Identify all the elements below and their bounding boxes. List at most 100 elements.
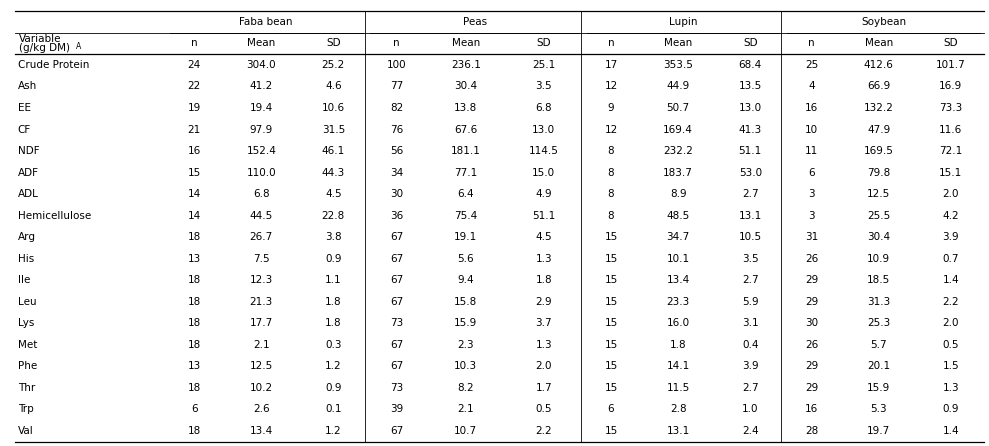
- Text: 51.1: 51.1: [739, 146, 762, 156]
- Text: 12.5: 12.5: [867, 189, 890, 199]
- Text: 10.2: 10.2: [249, 383, 273, 393]
- Text: 1.4: 1.4: [943, 426, 959, 436]
- Text: 15: 15: [604, 383, 617, 393]
- Text: 19.4: 19.4: [249, 103, 273, 113]
- Text: 10.9: 10.9: [867, 254, 890, 264]
- Text: 3.9: 3.9: [943, 232, 959, 242]
- Text: 25.3: 25.3: [867, 318, 890, 328]
- Text: 53.0: 53.0: [739, 168, 762, 178]
- Text: 3.8: 3.8: [325, 232, 341, 242]
- Text: 0.1: 0.1: [325, 404, 341, 414]
- Text: 5.6: 5.6: [458, 254, 474, 264]
- Text: 67: 67: [390, 297, 404, 307]
- Text: 11.5: 11.5: [667, 383, 689, 393]
- Text: 18: 18: [188, 383, 201, 393]
- Text: 4.5: 4.5: [325, 189, 341, 199]
- Text: 7.5: 7.5: [253, 254, 270, 264]
- Text: Faba bean: Faba bean: [239, 17, 293, 27]
- Text: 30.4: 30.4: [454, 82, 478, 91]
- Text: 39: 39: [390, 404, 404, 414]
- Text: ADF: ADF: [18, 168, 39, 178]
- Text: 13.4: 13.4: [667, 275, 689, 285]
- Text: 2.1: 2.1: [458, 404, 474, 414]
- Text: 17: 17: [604, 60, 617, 70]
- Text: 13.1: 13.1: [667, 426, 689, 436]
- Text: 31: 31: [805, 232, 818, 242]
- Text: 13.0: 13.0: [532, 124, 556, 135]
- Text: 1.8: 1.8: [670, 340, 686, 350]
- Text: 6: 6: [808, 168, 815, 178]
- Text: 15: 15: [604, 318, 617, 328]
- Text: 29: 29: [805, 297, 818, 307]
- Text: 73.3: 73.3: [940, 103, 962, 113]
- Text: 236.1: 236.1: [451, 60, 481, 70]
- Text: SD: SD: [944, 38, 958, 49]
- Text: 20.1: 20.1: [867, 361, 890, 371]
- Text: 19.1: 19.1: [454, 232, 478, 242]
- Text: 51.1: 51.1: [532, 211, 556, 221]
- Text: 6: 6: [607, 404, 614, 414]
- Text: 22: 22: [188, 82, 201, 91]
- Text: Hemicellulose: Hemicellulose: [18, 211, 91, 221]
- Text: 12: 12: [604, 82, 617, 91]
- Text: 0.3: 0.3: [325, 340, 341, 350]
- Text: Peas: Peas: [463, 17, 487, 27]
- Text: 10.1: 10.1: [667, 254, 689, 264]
- Text: 0.9: 0.9: [943, 404, 959, 414]
- Text: 76: 76: [390, 124, 404, 135]
- Text: 3.7: 3.7: [535, 318, 552, 328]
- Text: 16: 16: [805, 103, 818, 113]
- Text: 67: 67: [390, 275, 404, 285]
- Text: 77: 77: [390, 82, 404, 91]
- Text: 18: 18: [188, 232, 201, 242]
- Text: 67: 67: [390, 254, 404, 264]
- Text: SD: SD: [326, 38, 340, 49]
- Text: 1.5: 1.5: [943, 361, 959, 371]
- Text: 29: 29: [805, 275, 818, 285]
- Text: Thr: Thr: [18, 383, 35, 393]
- Text: n: n: [808, 38, 815, 49]
- Text: 34.7: 34.7: [667, 232, 689, 242]
- Text: 25.1: 25.1: [532, 60, 556, 70]
- Text: Met: Met: [18, 340, 38, 350]
- Text: 8: 8: [607, 211, 614, 221]
- Text: 13: 13: [188, 361, 201, 371]
- Text: 18: 18: [188, 426, 201, 436]
- Text: 3.5: 3.5: [742, 254, 759, 264]
- Text: 3: 3: [808, 211, 815, 221]
- Text: 15: 15: [604, 254, 617, 264]
- Text: 67: 67: [390, 361, 404, 371]
- Text: Trp: Trp: [18, 404, 34, 414]
- Text: His: His: [18, 254, 34, 264]
- Text: 14: 14: [188, 189, 201, 199]
- Text: 110.0: 110.0: [246, 168, 276, 178]
- Text: 6.4: 6.4: [458, 189, 474, 199]
- Text: 2.6: 2.6: [253, 404, 270, 414]
- Text: 4.5: 4.5: [535, 232, 552, 242]
- Text: 8.9: 8.9: [670, 189, 686, 199]
- Text: 169.5: 169.5: [864, 146, 894, 156]
- Text: 47.9: 47.9: [867, 124, 890, 135]
- Text: 2.7: 2.7: [742, 189, 759, 199]
- Text: Variable: Variable: [19, 34, 61, 44]
- Text: 4.9: 4.9: [535, 189, 552, 199]
- Text: 44.9: 44.9: [667, 82, 689, 91]
- Text: 23.3: 23.3: [667, 297, 689, 307]
- Text: 183.7: 183.7: [664, 168, 693, 178]
- Text: 1.8: 1.8: [325, 318, 341, 328]
- Text: 15: 15: [604, 340, 617, 350]
- Text: 56: 56: [390, 146, 404, 156]
- Text: 67.6: 67.6: [454, 124, 478, 135]
- Text: Mean: Mean: [452, 38, 480, 49]
- Text: 34: 34: [390, 168, 404, 178]
- Text: 2.4: 2.4: [742, 426, 759, 436]
- Text: 15: 15: [604, 275, 617, 285]
- Text: Crude Protein: Crude Protein: [18, 60, 89, 70]
- Text: 8: 8: [607, 168, 614, 178]
- Text: 18.5: 18.5: [867, 275, 890, 285]
- Text: 15: 15: [188, 168, 201, 178]
- Text: 15: 15: [604, 297, 617, 307]
- Text: 2.2: 2.2: [943, 297, 959, 307]
- Text: 41.3: 41.3: [739, 124, 762, 135]
- Text: 15.9: 15.9: [454, 318, 478, 328]
